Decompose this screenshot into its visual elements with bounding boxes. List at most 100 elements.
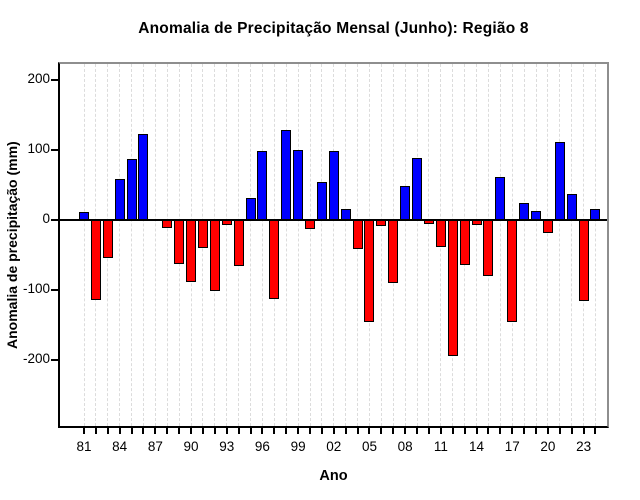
y-tick-label: -200: [22, 351, 50, 366]
x-tick: [546, 428, 549, 434]
x-tick: [332, 428, 335, 434]
bar-1984: [114, 178, 125, 220]
zero-line: [60, 219, 607, 221]
gridline: [83, 64, 85, 426]
bar-1986: [138, 133, 149, 220]
bar-2004: [352, 220, 363, 250]
x-tick: [487, 428, 490, 434]
x-tick: [499, 428, 502, 434]
bar-2007: [388, 220, 399, 283]
bar-1997: [269, 220, 280, 300]
x-tick: [297, 428, 300, 434]
x-tick: [273, 428, 276, 434]
bar-1988: [162, 220, 173, 229]
gridline: [404, 64, 406, 426]
x-tick: [380, 428, 383, 434]
gridline: [476, 64, 478, 426]
y-tick: [51, 359, 58, 361]
x-tick: [392, 428, 395, 434]
bar-1993: [221, 220, 232, 225]
x-tick-label: 96: [254, 439, 270, 454]
x-tick-label: 99: [290, 439, 306, 454]
gridline: [309, 64, 311, 426]
y-tick: [51, 289, 58, 291]
bar-2022: [566, 194, 577, 220]
bar-1989: [174, 220, 185, 265]
gridline: [380, 64, 382, 426]
bar-2017: [507, 220, 518, 322]
bar-2024: [590, 208, 601, 220]
gridline: [571, 64, 573, 426]
gridline: [154, 64, 156, 426]
bar-1981: [79, 211, 89, 220]
y-tick-label: -100: [22, 281, 50, 296]
bar-2009: [412, 157, 423, 220]
x-tick-label: 05: [361, 439, 377, 454]
x-tick: [582, 428, 585, 434]
bar-2010: [423, 220, 434, 224]
bar-2013: [459, 220, 470, 265]
bar-1998: [281, 129, 292, 220]
bar-2016: [495, 177, 506, 220]
bar-1992: [209, 220, 220, 291]
x-tick: [94, 428, 97, 434]
gridline: [297, 64, 299, 426]
x-tick: [463, 428, 466, 434]
gridline: [559, 64, 561, 426]
x-tick: [570, 428, 573, 434]
x-tick: [511, 428, 514, 434]
gridline: [499, 64, 501, 426]
x-tick-label: 84: [112, 439, 128, 454]
gridline: [345, 64, 347, 426]
bar-2019: [531, 210, 541, 220]
y-axis-label: Anomalia de precipitação (mm): [4, 141, 20, 349]
x-tick-label: 14: [469, 439, 485, 454]
y-tick: [51, 79, 58, 81]
bar-2012: [447, 220, 458, 356]
bar-2003: [340, 208, 351, 220]
bar-2015: [483, 220, 494, 276]
x-tick: [475, 428, 478, 434]
x-tick: [594, 428, 597, 434]
x-tick: [356, 428, 359, 434]
x-tick: [285, 428, 288, 434]
gridline: [285, 64, 287, 426]
bar-2023: [578, 220, 589, 301]
x-tick: [106, 428, 109, 434]
gridline: [428, 64, 430, 426]
gridline: [547, 64, 549, 426]
bar-2018: [519, 203, 530, 220]
bar-1990: [186, 220, 197, 282]
x-tick-label: 17: [504, 439, 520, 454]
x-tick: [154, 428, 157, 434]
bar-1996: [257, 151, 268, 220]
gridline: [416, 64, 418, 426]
x-tick: [237, 428, 240, 434]
x-tick: [213, 428, 216, 434]
y-tick-label: 0: [42, 211, 50, 226]
bar-2000: [305, 220, 315, 230]
x-tick-label: 11: [433, 439, 448, 454]
x-tick: [535, 428, 537, 434]
gridline: [523, 64, 525, 426]
x-tick: [249, 428, 252, 434]
x-tick: [416, 428, 419, 434]
x-tick: [261, 428, 264, 434]
gridline: [142, 64, 144, 426]
x-tick: [404, 428, 407, 434]
gridline: [119, 64, 121, 426]
x-tick: [118, 428, 121, 434]
bar-2020: [542, 220, 553, 233]
bar-1982: [90, 220, 101, 300]
x-tick: [558, 428, 561, 434]
gridline: [261, 64, 263, 426]
gridline: [535, 64, 537, 426]
bar-2001: [316, 181, 327, 220]
bar-1994: [233, 220, 244, 267]
bar-2021: [554, 141, 565, 220]
x-tick: [83, 428, 85, 434]
bar-2008: [400, 186, 411, 220]
x-tick-label: 20: [540, 439, 556, 454]
x-tick: [201, 428, 204, 434]
